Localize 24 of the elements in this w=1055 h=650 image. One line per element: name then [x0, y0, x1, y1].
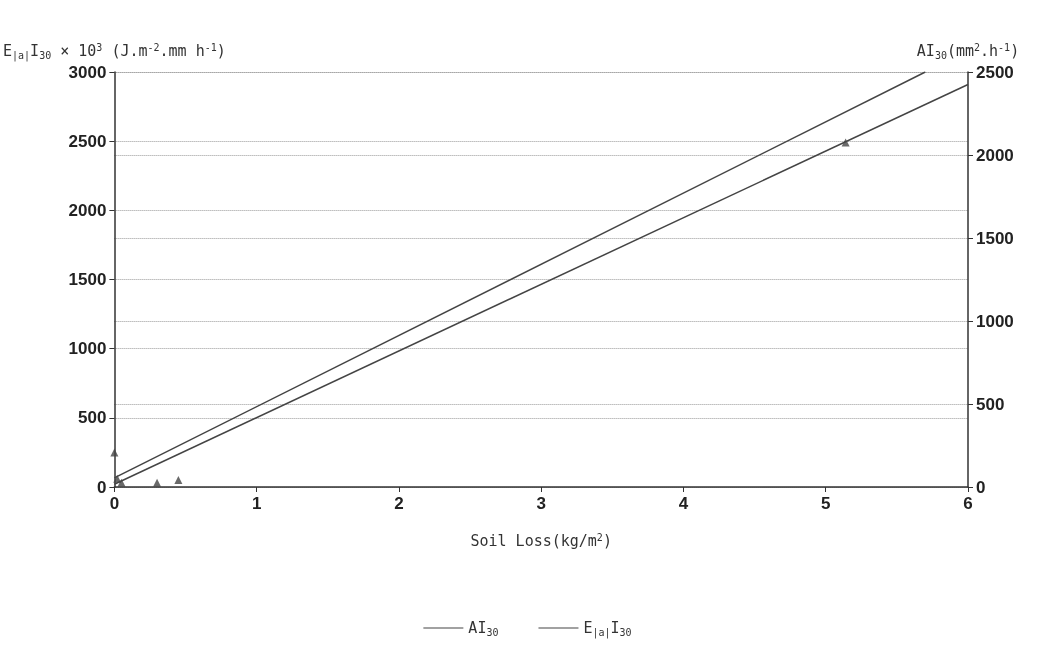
y2-tick-label: 2000 [976, 145, 1014, 165]
point [117, 478, 126, 487]
x-tick-label: 3 [536, 494, 546, 513]
y-tick-label: 1500 [68, 270, 107, 289]
y2-tick-label: 1000 [976, 311, 1014, 331]
y-tick-label: 1000 [68, 339, 107, 359]
y2-tick-label: 1500 [976, 228, 1014, 248]
y-tick-label: 2000 [68, 200, 107, 220]
y2-tick-label: 0 [976, 477, 986, 497]
x-tick-label: 4 [678, 494, 689, 513]
x-tick-label: 2 [394, 494, 404, 513]
x-tick-label: 0 [109, 494, 120, 513]
point [153, 478, 162, 487]
x-tick-label: 1 [251, 494, 262, 513]
point [841, 138, 850, 147]
y2-tick-label: 2500 [976, 62, 1014, 82]
y-tick-label: 500 [78, 408, 107, 428]
y-tick-label: 2500 [68, 131, 107, 151]
x-tick-label: 6 [963, 494, 973, 513]
y2-tick-label: 500 [976, 394, 1005, 414]
y-tick-label: 0 [96, 477, 107, 497]
point [174, 476, 183, 485]
y-tick-label: 3000 [68, 62, 107, 82]
x-tick-label: 5 [821, 494, 831, 513]
